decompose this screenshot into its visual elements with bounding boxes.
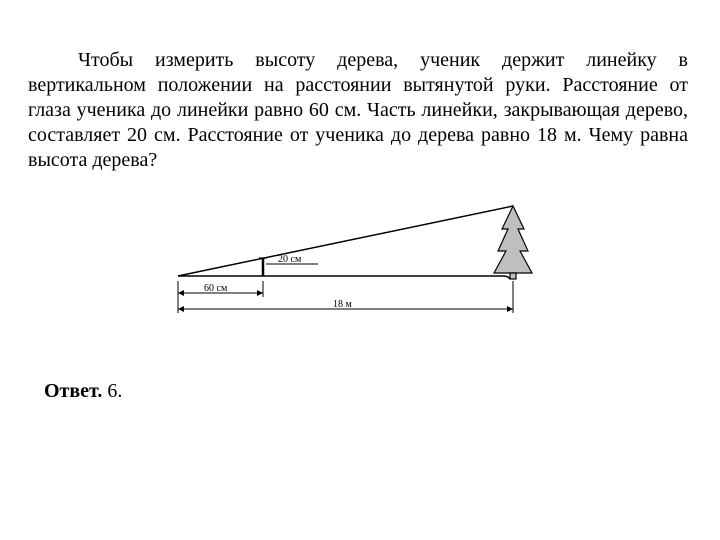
answer-label: Ответ.: [44, 380, 102, 402]
similar-triangles-diagram: 20 см 60 см 18 м: [168, 201, 548, 331]
dim-eye-tree-label: 18 м: [333, 299, 353, 310]
ruler-label: 20 см: [278, 254, 302, 265]
sight-line-top: [178, 206, 513, 276]
answer-value: 6.: [107, 380, 122, 402]
dim-eye-ruler-label: 60 см: [204, 283, 228, 294]
tree-icon: [494, 206, 532, 279]
problem-text: Чтобы измерить высоту дерева, ученик дер…: [28, 48, 688, 173]
answer-line: Ответ. 6.: [44, 379, 688, 404]
baseline-curve: [503, 276, 510, 279]
